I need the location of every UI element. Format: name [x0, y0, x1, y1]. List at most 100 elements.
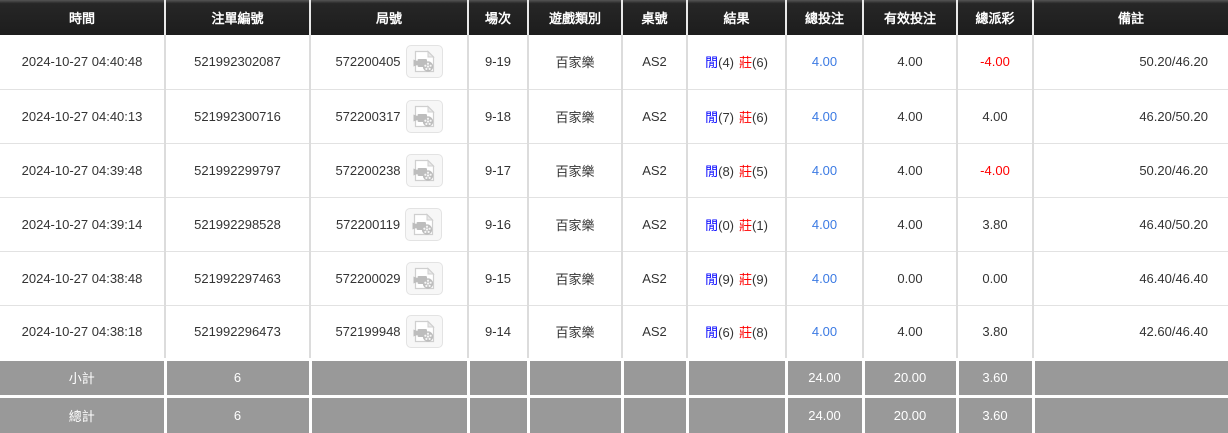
banker-label: 莊 [739, 271, 753, 287]
col-header-round-no: 局號 [309, 0, 468, 35]
player-label: 閒 [705, 55, 719, 71]
col-header-total-bet: 總投注 [785, 0, 863, 35]
remark-cell: 46.40/50.20 [1032, 197, 1228, 252]
empty-cell [466, 357, 528, 396]
video-replay-button[interactable] [405, 261, 443, 295]
round-number: 572200119 [335, 216, 401, 232]
table-no-cell: AS2 [621, 35, 687, 90]
banker-label: 莊 [739, 55, 753, 71]
game-type-cell: 百家樂 [527, 89, 622, 144]
round-no-cell: 572200119 [309, 197, 468, 252]
table-row: 2024-10-27 04:39:14 521992298528 5722001… [0, 197, 1228, 252]
video-replay-icon [413, 266, 435, 289]
remark-cell: 50.20/46.20 [1032, 35, 1228, 90]
total-bet-cell: 4.00 [785, 251, 863, 306]
banker-label: 莊 [739, 217, 753, 233]
table-no-cell: AS2 [621, 89, 687, 144]
round-number: 572200238 [335, 162, 401, 178]
total-payout-cell: 3.80 [956, 305, 1033, 360]
game-type-cell: 百家樂 [527, 251, 622, 306]
total-count: 6 [163, 394, 310, 433]
game-type-cell: 百家樂 [527, 143, 622, 198]
empty-cell [685, 357, 786, 396]
banker-score: (1) [752, 217, 768, 233]
session-cell: 9-17 [467, 143, 528, 198]
game-type-cell: 百家樂 [527, 305, 622, 360]
empty-cell [1031, 357, 1228, 396]
result-cell: 閒(4) 莊(6) [686, 35, 786, 90]
empty-cell [620, 357, 687, 396]
round-number: 572200029 [335, 270, 401, 286]
total-bet-cell: 4.00 [785, 305, 863, 360]
result-cell: 閒(7) 莊(6) [686, 89, 786, 144]
player-label: 閒 [705, 109, 719, 125]
player-label: 閒 [705, 217, 719, 233]
table-row: 2024-10-27 04:39:48 521992299797 5722002… [0, 143, 1228, 198]
video-replay-button[interactable] [405, 99, 443, 133]
valid-bet-cell: 4.00 [862, 197, 957, 252]
subtotal-count: 6 [163, 357, 310, 396]
game-type-cell: 百家樂 [527, 35, 622, 90]
video-replay-icon [412, 212, 434, 235]
video-replay-button[interactable] [405, 315, 443, 348]
col-header-game-type: 遊戲類別 [527, 0, 622, 35]
time-cell: 2024-10-27 04:39:14 [0, 197, 165, 252]
subtotal-total-bet: 24.00 [784, 357, 863, 396]
remark-cell: 50.20/46.20 [1032, 143, 1228, 198]
bet-id-cell: 521992300716 [164, 89, 310, 144]
col-header-time: 時間 [0, 0, 165, 35]
header-row: 時間 注單編號 局號 場次 遊戲類別 桌號 結果 總投注 有效投注 總派彩 備註 [0, 0, 1228, 35]
bet-id-cell: 521992299797 [164, 143, 310, 198]
player-score: (8) [718, 163, 734, 179]
total-label: 總計 [0, 394, 165, 433]
video-replay-button[interactable] [405, 45, 443, 79]
banker-score: (8) [752, 325, 768, 340]
col-header-bet-id: 注單編號 [164, 0, 310, 35]
valid-bet-cell: 4.00 [862, 89, 957, 144]
session-cell: 9-16 [467, 197, 528, 252]
player-label: 閒 [705, 271, 719, 287]
total-bet-cell: 4.00 [785, 197, 863, 252]
result-cell: 閒(0) 莊(1) [686, 197, 786, 252]
round-no-cell: 572200317 [309, 89, 468, 144]
col-header-total-payout: 總派彩 [956, 0, 1033, 35]
video-replay-button[interactable] [405, 153, 443, 187]
player-score: (4) [718, 55, 734, 71]
result-cell: 閒(8) 莊(5) [686, 143, 786, 198]
subtotal-valid-bet: 20.00 [861, 357, 957, 396]
total-total-payout: 3.60 [955, 394, 1033, 433]
bet-id-cell: 521992302087 [164, 35, 310, 90]
banker-score: (6) [752, 55, 768, 71]
total-bet-cell: 4.00 [785, 143, 863, 198]
empty-cell [526, 357, 622, 396]
subtotal-label: 小計 [0, 357, 165, 396]
round-no-cell: 572200029 [309, 251, 468, 306]
player-score: (9) [718, 271, 734, 287]
round-number: 572199948 [335, 324, 401, 339]
round-no-cell: 572200405 [309, 35, 468, 90]
valid-bet-cell: 4.00 [862, 305, 957, 360]
video-replay-icon [413, 158, 435, 181]
video-replay-icon [413, 104, 435, 127]
table-no-cell: AS2 [621, 143, 687, 198]
player-score: (0) [718, 217, 734, 233]
table-no-cell: AS2 [621, 197, 687, 252]
empty-cell [1031, 394, 1228, 433]
total-payout-cell: 0.00 [956, 251, 1033, 306]
table-row: 2024-10-27 04:40:13 521992300716 5722003… [0, 89, 1228, 144]
empty-cell [308, 394, 468, 433]
video-replay-button[interactable] [405, 207, 443, 241]
banker-score: (5) [752, 163, 768, 179]
player-label: 閒 [705, 325, 719, 340]
banker-label: 莊 [739, 163, 753, 179]
col-header-valid-bet: 有效投注 [862, 0, 957, 35]
total-valid-bet: 20.00 [861, 394, 957, 433]
time-cell: 2024-10-27 04:39:48 [0, 143, 165, 198]
col-header-remark: 備註 [1032, 0, 1228, 35]
remark-cell: 46.20/50.20 [1032, 89, 1228, 144]
round-no-cell: 572199948 [309, 305, 468, 360]
total-payout-cell: 3.80 [956, 197, 1033, 252]
result-cell: 閒(6) 莊(8) [686, 305, 786, 360]
session-cell: 9-14 [467, 305, 528, 360]
